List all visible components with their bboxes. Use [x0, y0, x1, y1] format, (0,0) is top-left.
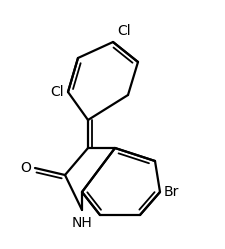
- Text: Cl: Cl: [50, 85, 64, 99]
- Text: NH: NH: [72, 216, 92, 230]
- Text: Cl: Cl: [117, 24, 131, 38]
- Text: Br: Br: [164, 185, 179, 199]
- Text: O: O: [20, 161, 31, 175]
